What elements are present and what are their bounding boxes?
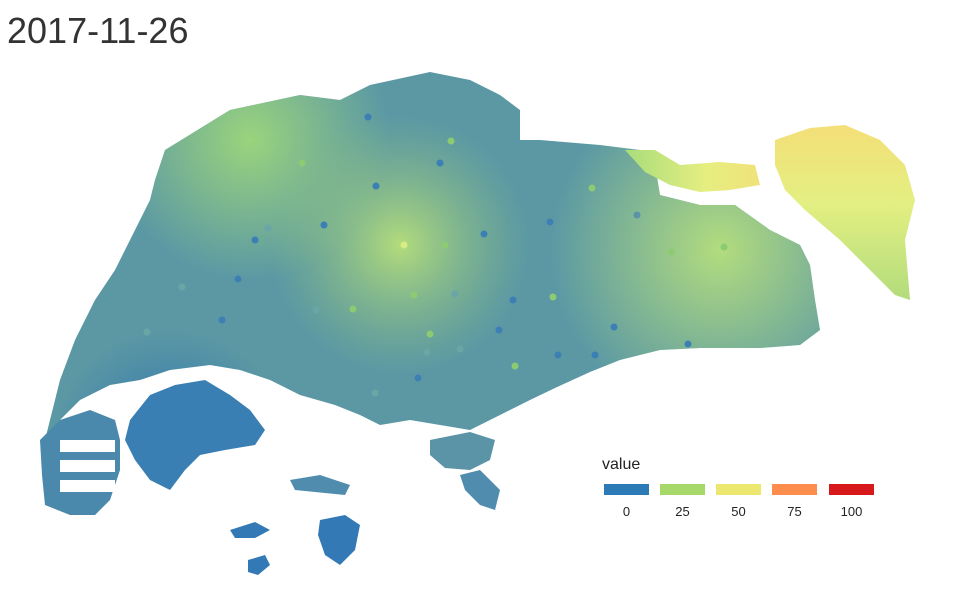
station-point: [546, 218, 554, 226]
legend-swatch: [604, 484, 649, 495]
station-point: [441, 241, 449, 249]
map-title: 2017-11-26: [7, 10, 189, 51]
station-point: [554, 351, 562, 359]
pulau-tekong: [775, 125, 915, 300]
station-point: [451, 290, 459, 298]
sentosa-island: [430, 432, 495, 470]
station-point: [436, 159, 444, 167]
southern-island-4: [290, 475, 350, 495]
station-point: [349, 305, 357, 313]
legend-title: value: [602, 456, 641, 473]
station-point: [371, 389, 379, 397]
legend-swatch: [660, 484, 705, 495]
station-point: [610, 323, 618, 331]
station-point: [633, 211, 641, 219]
station-point: [400, 241, 408, 249]
station-point: [480, 230, 488, 238]
station-point: [588, 184, 596, 192]
southern-island-5: [460, 470, 500, 510]
station-point: [298, 159, 306, 167]
legend-label: 0: [622, 504, 631, 519]
station-point: [414, 374, 422, 382]
station-point: [312, 306, 320, 314]
station-point: [423, 348, 431, 356]
station-point: [218, 316, 226, 324]
station-point: [178, 283, 186, 291]
station-points: [143, 113, 728, 397]
legend-label: 75: [787, 504, 802, 519]
station-point: [456, 345, 464, 353]
station-point: [509, 296, 517, 304]
pulau-ubin: [625, 150, 760, 192]
station-point: [143, 328, 151, 336]
jurong-island: [125, 380, 265, 490]
station-point: [511, 362, 519, 370]
legend-swatch: [772, 484, 817, 495]
southern-island-3: [248, 555, 270, 575]
southern-island-2: [230, 522, 270, 538]
legend-label: 100: [840, 504, 863, 519]
color-legend: value 0 25 50 75 100: [600, 456, 890, 526]
station-point: [364, 113, 372, 121]
legend-swatch: [716, 484, 761, 495]
southern-island-1: [318, 515, 360, 565]
legend-label: 25: [675, 504, 690, 519]
legend-swatch: [829, 484, 874, 495]
station-point: [320, 221, 328, 229]
station-point: [372, 182, 380, 190]
station-point: [667, 248, 675, 256]
station-point: [720, 243, 728, 251]
station-point: [684, 340, 692, 348]
station-point: [549, 293, 557, 301]
station-point: [495, 326, 503, 334]
station-point: [410, 291, 418, 299]
station-point: [591, 351, 599, 359]
station-point: [251, 236, 259, 244]
station-point: [426, 330, 434, 338]
station-point: [264, 224, 272, 232]
station-point: [234, 275, 242, 283]
legend-label: 50: [731, 504, 746, 519]
station-point: [447, 137, 455, 145]
